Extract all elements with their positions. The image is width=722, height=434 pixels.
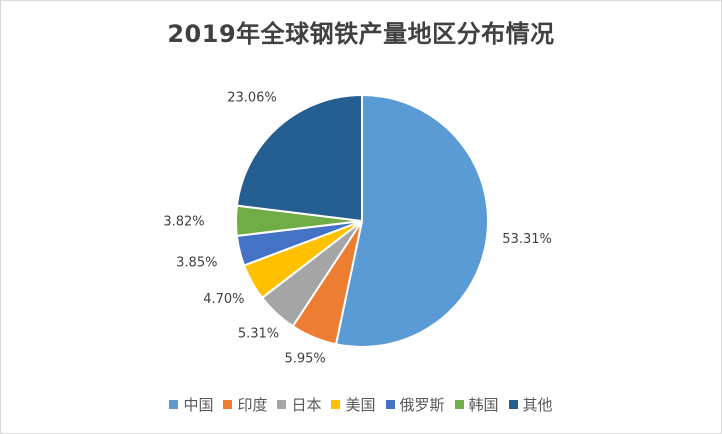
legend-item-other: 其他 bbox=[508, 394, 553, 415]
pie-slice-other bbox=[235, 93, 363, 223]
legend-label-usa: 美国 bbox=[345, 396, 376, 414]
legend-label-india: 印度 bbox=[237, 396, 268, 414]
legend-swatch-korea bbox=[454, 400, 464, 409]
data-label-other: 23.06% bbox=[227, 91, 277, 106]
legend-swatch-china bbox=[169, 400, 179, 409]
legend-item-korea: 韩国 bbox=[454, 394, 499, 415]
data-label-korea: 3.82% bbox=[163, 215, 204, 230]
legend-label-russia: 俄罗斯 bbox=[399, 396, 445, 414]
legend-item-russia: 俄罗斯 bbox=[385, 394, 445, 415]
legend-label-china: 中国 bbox=[183, 396, 214, 414]
legend-item-usa: 美国 bbox=[331, 394, 376, 415]
legend-label-japan: 日本 bbox=[291, 396, 322, 414]
legend-swatch-india bbox=[223, 400, 233, 409]
pie-slice-china bbox=[334, 93, 489, 348]
chart-title: 2019年全球钢铁产量地区分布情况 bbox=[167, 20, 555, 48]
legend-swatch-other bbox=[508, 400, 518, 409]
legend-swatch-usa bbox=[331, 400, 341, 409]
legend: 中国 印度 日本 美国 俄罗斯 韩国 其他 bbox=[1, 394, 721, 415]
legend-swatch-russia bbox=[385, 400, 395, 409]
legend-label-other: 其他 bbox=[522, 396, 553, 414]
data-label-india: 5.95% bbox=[284, 352, 325, 367]
data-label-japan: 5.31% bbox=[238, 326, 279, 341]
data-label-russia: 3.85% bbox=[176, 255, 217, 270]
legend-item-china: 中国 bbox=[169, 394, 213, 415]
legend-item-japan: 日本 bbox=[277, 394, 321, 415]
legend-item-india: 印度 bbox=[223, 394, 267, 415]
legend-swatch-japan bbox=[277, 400, 287, 409]
data-label-china: 53.31% bbox=[502, 232, 552, 247]
legend-label-korea: 韩国 bbox=[468, 396, 499, 414]
data-label-usa: 4.70% bbox=[203, 292, 244, 307]
